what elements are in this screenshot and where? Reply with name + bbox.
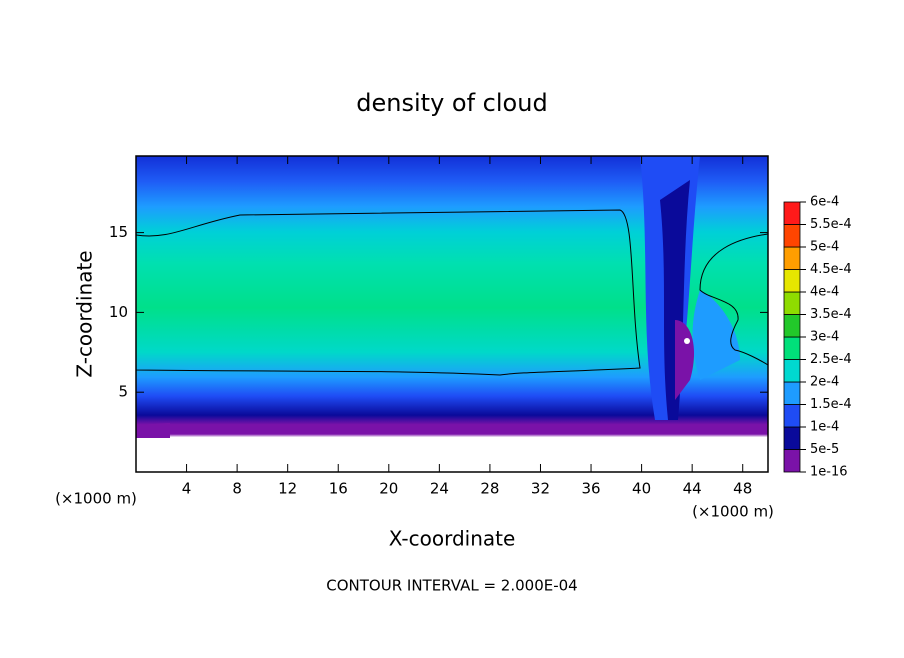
colorbar-label: 1e-16	[810, 465, 848, 480]
colorbar-label: 5.5e-4	[810, 217, 852, 232]
chart-title: density of cloud	[356, 89, 547, 117]
colorbar-box	[783, 404, 801, 428]
colorbar-box	[783, 426, 801, 450]
colorbar-label: 3.5e-4	[810, 307, 852, 322]
colorbar-label: 5e-4	[810, 240, 839, 255]
colorbar-box	[783, 449, 801, 473]
y-tick-label: 5	[118, 383, 128, 401]
x-tick-label: 12	[278, 480, 297, 498]
x-tick-label: 28	[480, 480, 499, 498]
x-unit-label: (×1000 m)	[55, 490, 137, 508]
x-tick-label: 48	[733, 480, 752, 498]
x-tick-label: 4	[182, 480, 192, 498]
colorbar-box	[783, 224, 801, 248]
y-axis-label: Z-coordinate	[73, 250, 97, 377]
x-tick-label: 36	[581, 480, 600, 498]
x-unit-label: (×1000 m)	[692, 503, 774, 521]
plot-frame	[135, 155, 769, 473]
x-tick-label: 20	[379, 480, 398, 498]
x-tick-label: 24	[430, 480, 449, 498]
contour-note: CONTOUR INTERVAL = 2.000E-04	[326, 577, 577, 595]
colorbar-label: 1.5e-4	[810, 397, 852, 412]
colorbar-label: 4.5e-4	[810, 262, 852, 277]
y-tick-label: 10	[109, 303, 128, 321]
colorbar-box	[783, 314, 801, 338]
x-tick-label: 8	[232, 480, 242, 498]
colorbar-box	[783, 336, 801, 360]
colorbar-label: 2e-4	[810, 375, 839, 390]
colorbar-box	[783, 359, 801, 383]
colorbar-label: 3e-4	[810, 330, 839, 345]
colorbar-label: 6e-4	[810, 195, 839, 210]
colorbar-box	[783, 246, 801, 270]
colorbar-label: 2.5e-4	[810, 352, 852, 367]
colorbar-label: 4e-4	[810, 285, 839, 300]
colorbar-label: 5e-5	[810, 442, 839, 457]
colorbar-box	[783, 269, 801, 293]
x-tick-label: 44	[683, 480, 702, 498]
x-axis-label: X-coordinate	[389, 527, 516, 551]
x-tick-label: 16	[329, 480, 348, 498]
colorbar-box	[783, 381, 801, 405]
colorbar-label: 1e-4	[810, 420, 839, 435]
x-tick-label: 40	[632, 480, 651, 498]
y-tick-label: 15	[109, 223, 128, 241]
x-tick-label: 32	[531, 480, 550, 498]
colorbar-box	[783, 291, 801, 315]
field	[136, 156, 768, 472]
colorbar-box	[783, 201, 801, 225]
